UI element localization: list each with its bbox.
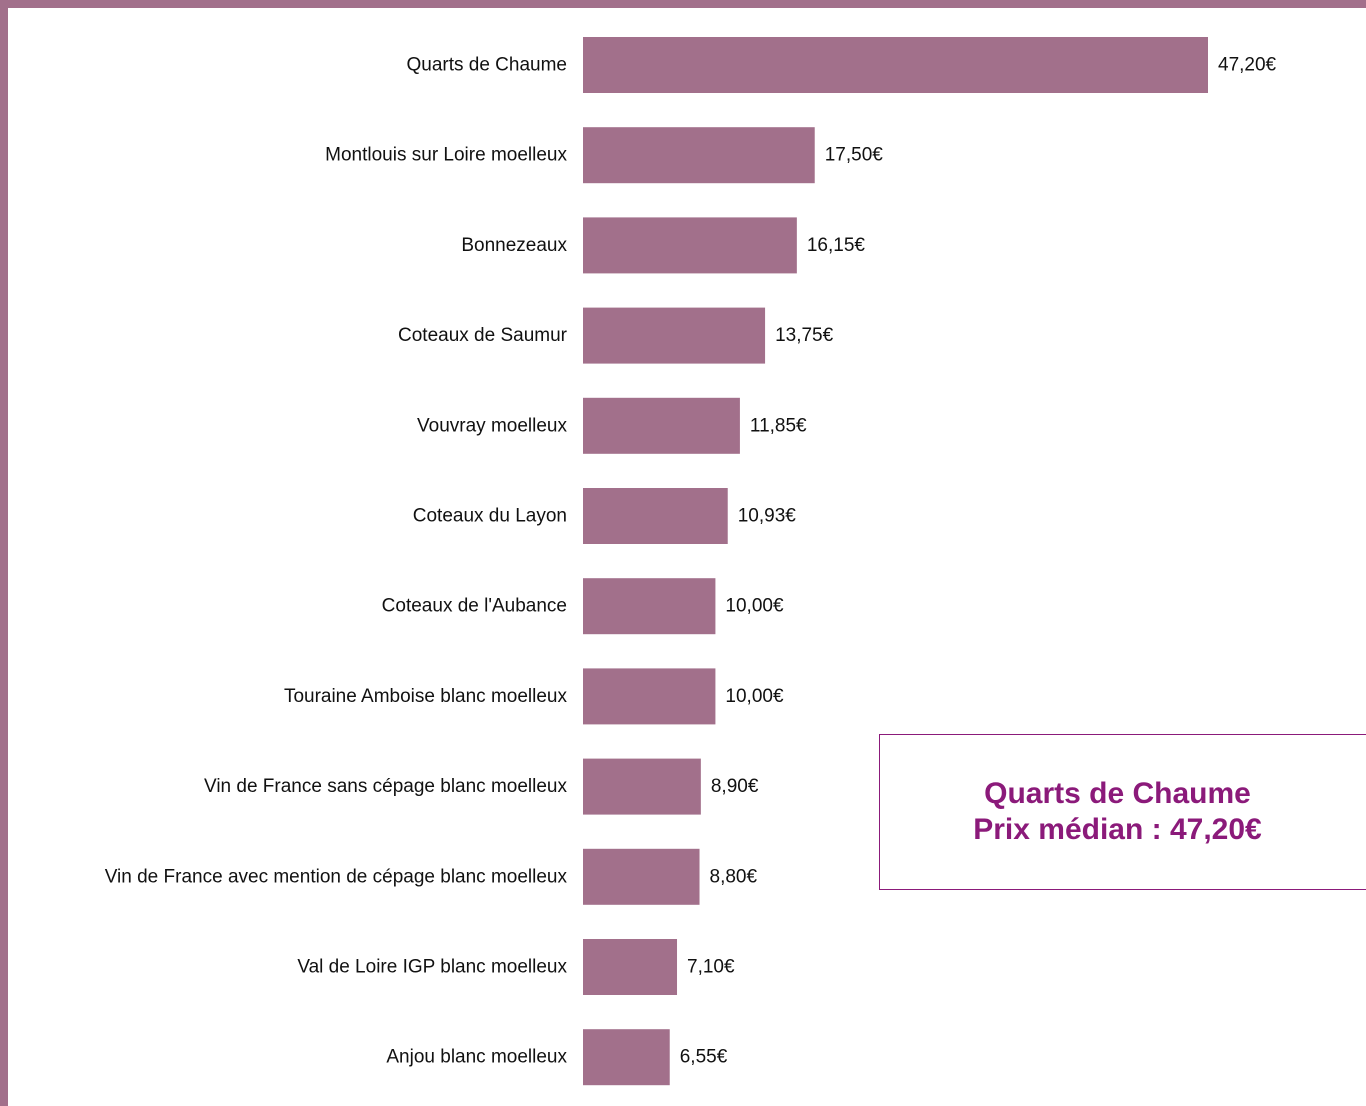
bar-chart: Quarts de Chaume 47,20€ Montlouis sur Loir… [105, 37, 1277, 1086]
category-label: Coteaux du Layon [413, 506, 567, 527]
category-label: Touraine Amboise blanc moelleux [284, 686, 568, 707]
bar-10 [583, 848, 700, 905]
callout-price: Prix médian : 47,20€ [973, 813, 1262, 846]
bar-7 [583, 578, 716, 635]
category-label: Bonnezeaux [461, 235, 567, 256]
value-label: 8,90€ [711, 776, 759, 797]
chart-frame: Quarts de Chaume 47,20€ Montlouis sur Loir… [8, 8, 1366, 1106]
bar-6 [583, 488, 728, 544]
bar-12 [583, 1029, 670, 1086]
value-label: 17,50€ [825, 145, 884, 166]
value-label: 10,00€ [725, 686, 784, 707]
category-label: Anjou blanc moelleux [386, 1047, 567, 1068]
category-label: Coteaux de l'Aubance [382, 596, 567, 617]
category-label: Quarts de Chaume [406, 55, 567, 76]
value-label: 13,75€ [775, 325, 834, 346]
highlight-callout: Quarts de Chaume Prix médian : 47,20€ [879, 734, 1366, 890]
category-label: Vin de France avec mention de cépage bla… [105, 866, 568, 887]
value-label: 10,00€ [725, 596, 784, 617]
category-label: Val de Loire IGP blanc moelleux [297, 957, 567, 978]
bar-8 [583, 668, 716, 725]
category-label: Vin de France sans cépage blanc moelleux [204, 776, 567, 797]
bar-4 [583, 307, 766, 364]
value-label: 47,20€ [1218, 55, 1277, 76]
bar-3 [583, 217, 797, 274]
value-label: 6,55€ [680, 1047, 728, 1068]
category-label: Montlouis sur Loire moelleux [325, 145, 567, 166]
bar-5 [583, 397, 740, 454]
category-label: Coteaux de Saumur [398, 325, 568, 346]
bar-1 [583, 37, 1208, 93]
bar-2 [583, 127, 815, 184]
value-label: 10,93€ [738, 506, 797, 527]
bar-9 [583, 758, 701, 815]
callout-title: Quarts de Chaume [984, 777, 1251, 810]
value-label: 16,15€ [807, 235, 866, 256]
value-label: 8,80€ [710, 866, 758, 887]
value-label: 7,10€ [687, 957, 735, 978]
category-label: Vouvray moelleux [417, 415, 567, 436]
bar-11 [583, 939, 678, 995]
value-label: 11,85€ [750, 415, 807, 436]
